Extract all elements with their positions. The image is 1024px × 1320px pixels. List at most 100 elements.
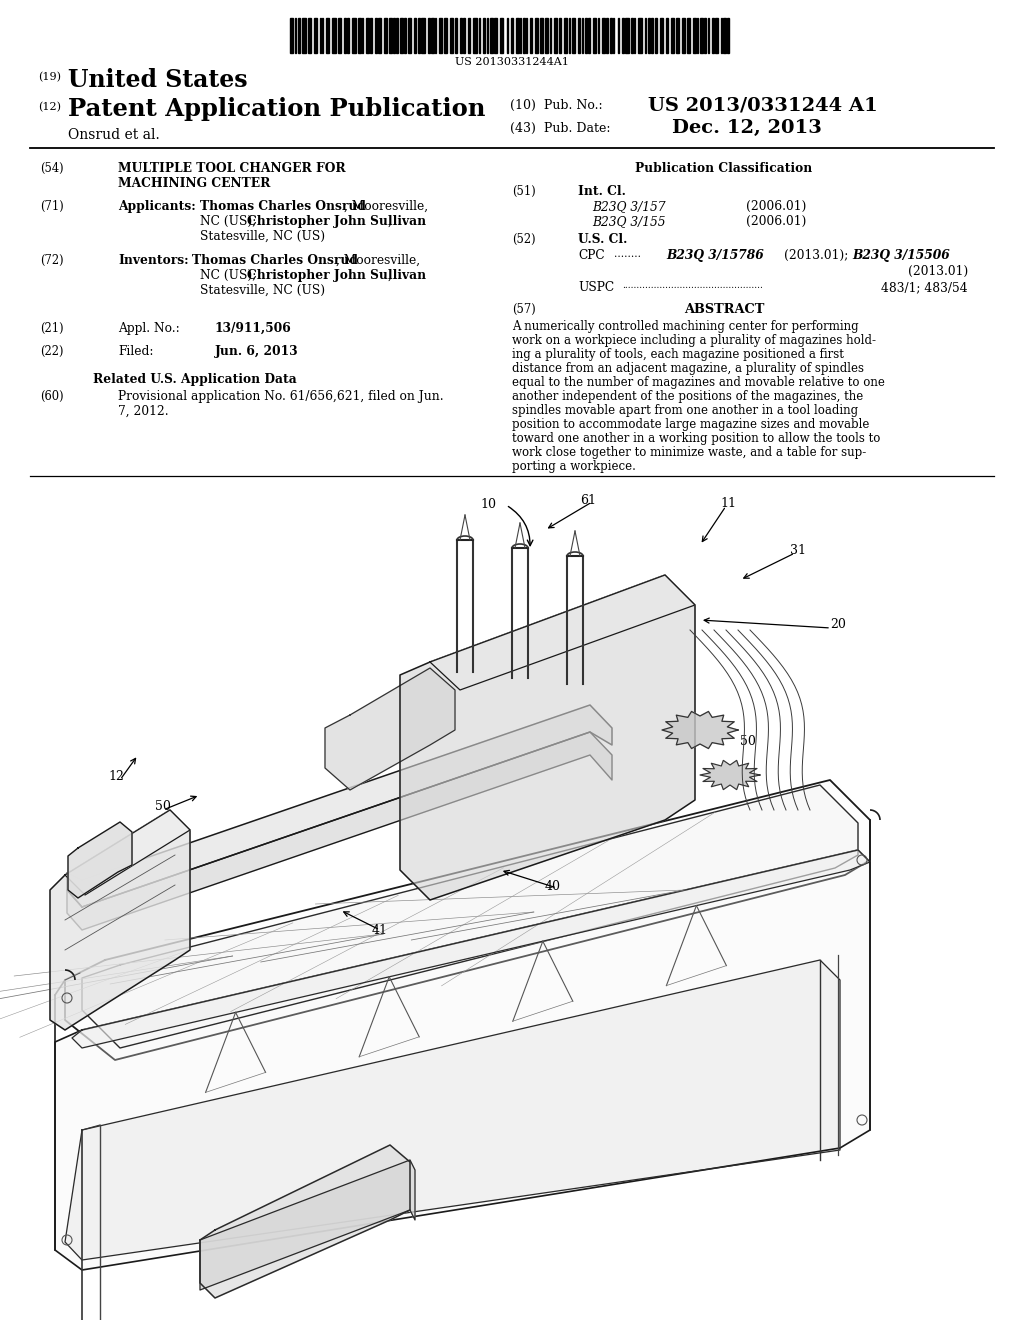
FancyArrowPatch shape xyxy=(549,503,590,528)
Polygon shape xyxy=(662,711,738,748)
Text: Statesville, NC (US): Statesville, NC (US) xyxy=(200,284,326,297)
Bar xyxy=(648,18,650,53)
Text: CPC: CPC xyxy=(578,249,604,261)
Text: US 20130331244A1: US 20130331244A1 xyxy=(455,57,569,67)
Bar xyxy=(582,18,583,53)
Text: Appl. No.:: Appl. No.: xyxy=(118,322,180,335)
Text: (54): (54) xyxy=(40,162,63,176)
Bar xyxy=(613,18,614,53)
Bar xyxy=(639,18,642,53)
Text: B23Q 3/157: B23Q 3/157 xyxy=(592,201,666,213)
FancyArrowPatch shape xyxy=(504,870,554,887)
Polygon shape xyxy=(67,733,612,931)
Bar xyxy=(358,18,361,53)
Bar xyxy=(428,18,430,53)
Bar xyxy=(572,18,574,53)
Bar xyxy=(344,18,346,53)
Polygon shape xyxy=(200,1160,415,1290)
Text: United States: United States xyxy=(68,69,248,92)
Bar xyxy=(479,18,480,53)
Bar xyxy=(389,18,392,53)
Text: B23Q 3/155: B23Q 3/155 xyxy=(592,215,666,228)
Text: B23Q 3/15506: B23Q 3/15506 xyxy=(852,249,949,261)
Bar xyxy=(375,18,377,53)
Bar xyxy=(671,18,674,53)
Bar xyxy=(634,18,635,53)
Text: Patent Application Publication: Patent Application Publication xyxy=(68,96,485,121)
Bar xyxy=(545,18,548,53)
Text: 483/1; 483/54: 483/1; 483/54 xyxy=(882,281,968,294)
Bar xyxy=(290,18,293,53)
FancyArrowPatch shape xyxy=(743,554,793,578)
Text: Thomas Charles Onsrud: Thomas Charles Onsrud xyxy=(200,201,366,213)
Bar xyxy=(450,18,454,53)
Bar xyxy=(632,18,633,53)
Text: Publication Classification: Publication Classification xyxy=(635,162,813,176)
Text: porting a workpiece.: porting a workpiece. xyxy=(512,459,636,473)
Text: .................................................: ........................................… xyxy=(622,281,763,290)
Bar xyxy=(367,18,370,53)
Bar xyxy=(431,18,433,53)
Bar xyxy=(308,18,311,53)
Bar xyxy=(371,18,373,53)
Bar xyxy=(396,18,398,53)
Bar xyxy=(404,18,407,53)
Bar xyxy=(516,18,519,53)
Text: (2013.01): (2013.01) xyxy=(907,265,968,279)
Bar xyxy=(473,18,476,53)
Bar xyxy=(495,18,498,53)
Text: Inventors:: Inventors: xyxy=(118,253,188,267)
Bar xyxy=(302,18,306,53)
Bar xyxy=(660,18,664,53)
Bar xyxy=(464,18,465,53)
Polygon shape xyxy=(67,705,612,907)
Bar xyxy=(326,18,329,53)
FancyArrowPatch shape xyxy=(344,912,378,929)
Bar xyxy=(418,18,420,53)
Text: distance from an adjacent magazine, a plurality of spindles: distance from an adjacent magazine, a pl… xyxy=(512,362,864,375)
Text: Provisional application No. 61/656,621, filed on Jun.: Provisional application No. 61/656,621, … xyxy=(118,389,443,403)
Text: NC (US);: NC (US); xyxy=(200,269,260,282)
Bar xyxy=(526,18,527,53)
Bar xyxy=(400,18,402,53)
Bar xyxy=(693,18,696,53)
Bar xyxy=(715,18,718,53)
Text: 11: 11 xyxy=(720,498,736,510)
Polygon shape xyxy=(68,822,132,898)
Bar xyxy=(676,18,679,53)
Bar xyxy=(352,18,355,53)
Polygon shape xyxy=(72,850,870,1048)
Bar xyxy=(483,18,484,53)
Text: (60): (60) xyxy=(40,389,63,403)
Bar xyxy=(727,18,729,53)
FancyArrowPatch shape xyxy=(122,759,135,777)
Text: 61: 61 xyxy=(580,494,596,507)
Text: Statesville, NC (US): Statesville, NC (US) xyxy=(200,230,326,243)
Bar xyxy=(435,18,436,53)
Text: Onsrud et al.: Onsrud et al. xyxy=(68,128,160,143)
Bar xyxy=(705,18,706,53)
Text: Christopher John Sullivan: Christopher John Sullivan xyxy=(247,215,426,228)
Text: 31: 31 xyxy=(790,544,806,557)
Bar xyxy=(393,18,394,53)
Text: (52): (52) xyxy=(512,234,536,246)
Polygon shape xyxy=(50,810,190,1030)
Text: Jun. 6, 2013: Jun. 6, 2013 xyxy=(215,345,299,358)
Bar xyxy=(682,18,685,53)
Text: U.S. Cl.: U.S. Cl. xyxy=(578,234,628,246)
Bar xyxy=(626,18,629,53)
Polygon shape xyxy=(65,960,840,1261)
Bar xyxy=(536,18,538,53)
Text: , Mooresville,: , Mooresville, xyxy=(344,201,428,213)
Bar xyxy=(593,18,596,53)
Polygon shape xyxy=(430,576,695,690)
Bar xyxy=(585,18,587,53)
Text: (71): (71) xyxy=(40,201,63,213)
FancyArrowPatch shape xyxy=(702,508,724,541)
Text: Thomas Charles Onsrud: Thomas Charles Onsrud xyxy=(193,253,358,267)
Polygon shape xyxy=(55,850,870,1270)
Text: (51): (51) xyxy=(512,185,536,198)
Bar xyxy=(438,18,441,53)
Text: ing a plurality of tools, each magazine positioned a first: ing a plurality of tools, each magazine … xyxy=(512,348,844,360)
Bar xyxy=(655,18,657,53)
